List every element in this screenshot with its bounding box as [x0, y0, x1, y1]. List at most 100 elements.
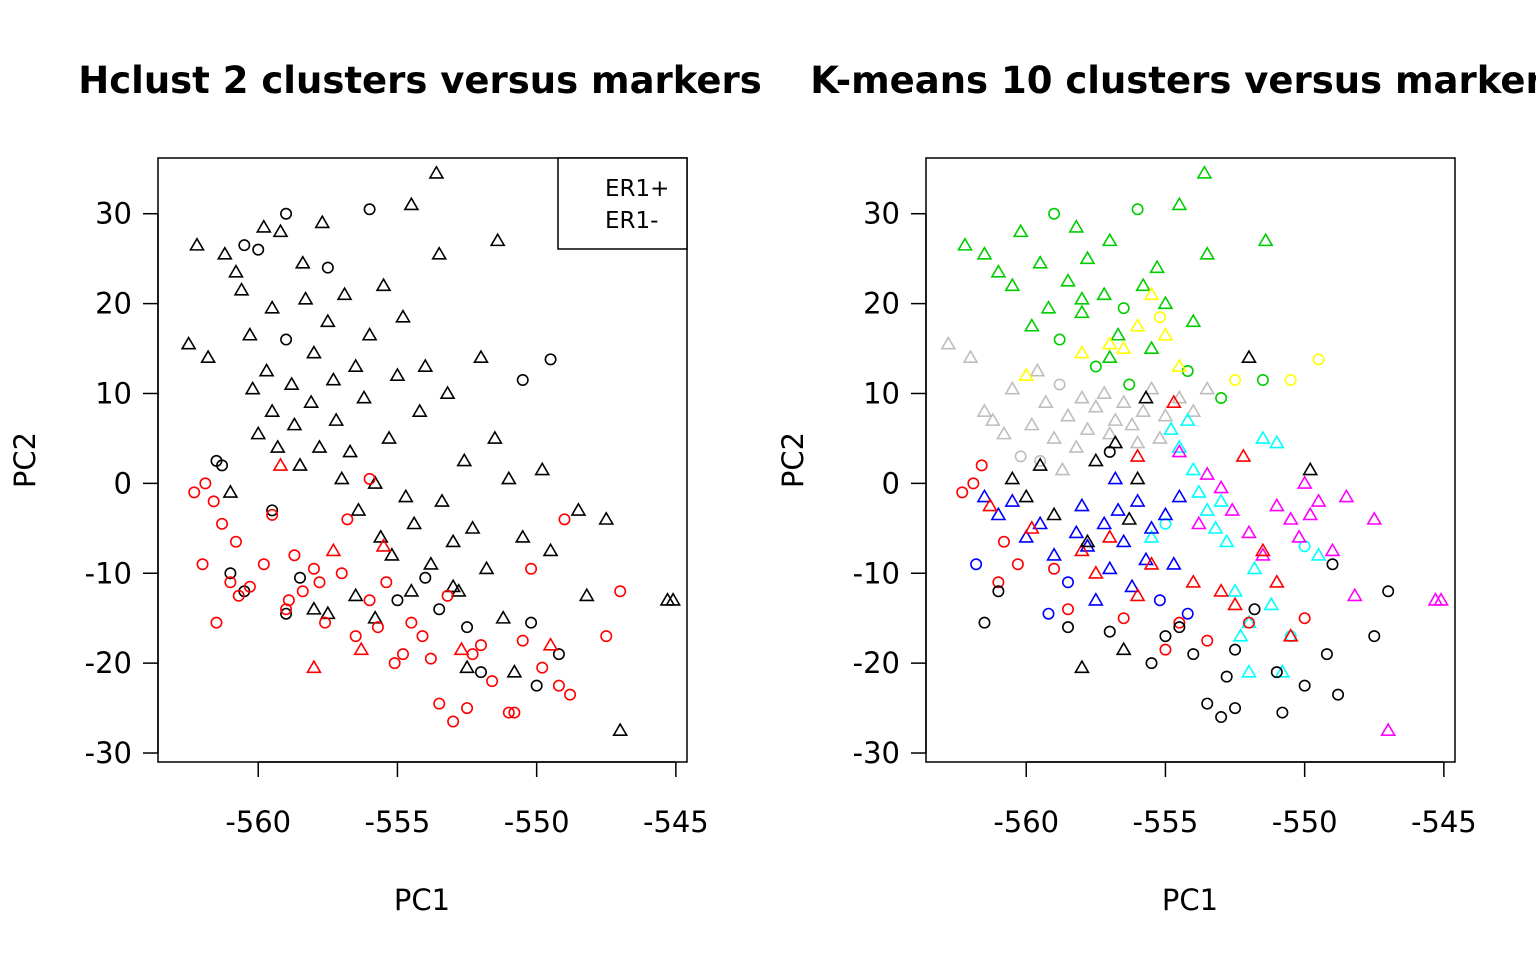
scatter-point-triangle [1101, 529, 1118, 543]
scatter-point-triangle [1115, 394, 1132, 408]
scatter-point-triangle [383, 547, 400, 561]
scatter-point-circle [525, 616, 538, 629]
scatter-point-circle [363, 472, 376, 485]
scatter-point-triangle [1143, 556, 1160, 570]
x-axis-label: PC1 [394, 883, 450, 917]
scatter-point-triangle [459, 659, 475, 674]
scatter-point-circle [397, 648, 410, 661]
scatter-point-triangle [1046, 547, 1062, 561]
scatter-point-triangle [1227, 583, 1243, 597]
scatter-point-triangle [1171, 196, 1188, 211]
panel-kmeans: K-means 10 clusters versus markers -560-… [776, 59, 1536, 917]
scatter-point-circle [970, 558, 983, 571]
scatter-point-triangle [1129, 448, 1146, 462]
scatter-point-triangle [328, 412, 345, 426]
y-tick-label: -20 [853, 646, 900, 680]
scatter-point-circle [461, 621, 474, 634]
scatter-point-triangle [612, 722, 629, 737]
scatter-point-triangle [347, 587, 364, 602]
scatter-point-circle [552, 679, 565, 692]
scatter-point-triangle [1165, 556, 1182, 570]
scatter-point-circle [508, 706, 521, 719]
scatter-point-circle [1053, 378, 1066, 391]
scatter-point-circle [1117, 612, 1130, 625]
scatter-point-triangle [1129, 470, 1146, 485]
scatter-point-circle [978, 616, 991, 629]
x-axis: -560 -555 -550 -545 [225, 761, 709, 839]
scatter-point-triangle [314, 214, 331, 229]
scatter-point-triangle [325, 542, 342, 557]
scatter-point-triangle [1012, 223, 1029, 238]
scatter-point-triangle [1079, 421, 1096, 435]
scatter-point-triangle [1274, 664, 1291, 678]
scatter-point-triangle [1171, 389, 1188, 404]
scatter-point-triangle [375, 277, 392, 292]
scatter-point-triangle [500, 470, 517, 485]
y-tick-label: 0 [114, 466, 132, 500]
scatter-point-triangle [1171, 443, 1188, 458]
scatter-point-triangle [353, 641, 370, 656]
scatter-point-triangle [411, 403, 428, 417]
scatter-point-triangle [1074, 291, 1090, 305]
scatter-point-triangle [1107, 470, 1124, 485]
scatter-point-circle [1173, 616, 1186, 629]
scatter-point-triangle [1291, 529, 1307, 543]
scatter-point-circle [1061, 621, 1074, 634]
scatter-point-triangle [1310, 493, 1327, 507]
scatter-point-triangle [1380, 722, 1397, 737]
scatter-point-triangle [258, 362, 275, 377]
scatter-point-triangle [403, 196, 420, 211]
scatter-point-triangle [306, 344, 322, 359]
scatter-point-triangle [542, 542, 559, 557]
scatter-point-triangle [375, 538, 392, 552]
y-tick-label: -10 [85, 556, 132, 590]
scatter-point-triangle [1241, 524, 1257, 539]
scatter-point-triangle [1032, 255, 1049, 269]
scatter-point-circle [1159, 630, 1172, 643]
scatter-point-triangle [306, 659, 322, 674]
scatter-point-circle [1368, 630, 1381, 643]
legend-entry-er1-minus: ER1- [605, 208, 658, 234]
scatter-point-circle [474, 639, 487, 652]
scatter-point-triangle [1079, 538, 1096, 552]
scatter-point-triangle [264, 403, 281, 417]
scatter-point-triangle [397, 488, 414, 503]
scatter-point-circle [1248, 603, 1261, 616]
scatter-point-circle [1053, 333, 1066, 346]
scatter-point-triangle [1029, 362, 1046, 377]
scatter-point-triangle [1101, 232, 1118, 247]
y-tick-label: 30 [95, 197, 132, 231]
scatter-point-triangle [216, 246, 233, 260]
scatter-point-circle [419, 571, 432, 584]
y-tick-label: 30 [863, 197, 900, 231]
scatter-point-triangle [1185, 403, 1202, 417]
scatter-point-triangle [1143, 340, 1160, 355]
panel-hclust: Hclust 2 clusters versus markers -560 -55… [8, 59, 762, 917]
scatter-point-circle [1382, 585, 1395, 598]
scatter-point-triangle [1185, 313, 1202, 328]
scatter-point-circle [199, 477, 212, 490]
scatter-point-circle [614, 585, 627, 598]
scatter-point-circle [1332, 688, 1345, 701]
scatter-point-circle [447, 715, 460, 728]
scatter-point-triangle [1087, 398, 1104, 413]
scatter-point-triangle [367, 475, 384, 489]
scatter-point-circle [282, 594, 295, 607]
scatter-point-triangle [1246, 560, 1263, 575]
scatter-point-triangle [1129, 493, 1146, 507]
scatter-point-triangle [222, 484, 239, 498]
scatter-point-triangle [976, 246, 993, 260]
scatter-point-triangle [976, 403, 993, 417]
x-axis-label: PC1 [1162, 883, 1218, 917]
scatter-point-circle [530, 679, 543, 692]
scatter-point-circle [238, 239, 251, 252]
scatter-point-triangle [1124, 416, 1140, 431]
scatter-point-triangle [1129, 434, 1146, 449]
scatter-point-triangle [1171, 488, 1188, 503]
scatter-point-triangle [1213, 583, 1230, 597]
y-tick-label: -20 [85, 646, 132, 680]
scatter-point-triangle [1282, 628, 1299, 642]
scatter-point-circle [516, 374, 529, 387]
scatter-point-circle [1187, 648, 1200, 661]
